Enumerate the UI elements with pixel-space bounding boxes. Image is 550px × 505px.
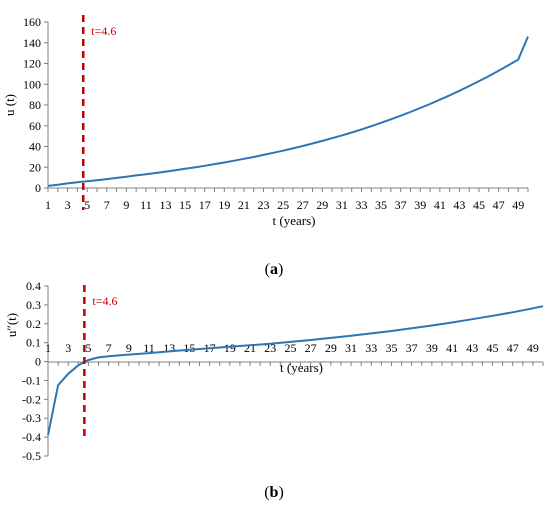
x-tick-label: 39	[414, 198, 426, 212]
x-tick-label: 19	[224, 341, 236, 355]
x-tick-label: 17	[199, 198, 211, 212]
panel-label-open: (	[264, 484, 269, 501]
x-tick-label: 3	[65, 198, 71, 212]
y-tick-label: 60	[29, 119, 41, 133]
x-tick-label: 9	[126, 341, 132, 355]
y-tick-label: 80	[29, 98, 41, 112]
x-tick-label: 7	[104, 198, 110, 212]
panel-label-letter: b	[270, 484, 279, 501]
x-tick-label: 33	[365, 341, 377, 355]
x-tick-label: 3	[65, 341, 71, 355]
y-tick-label: 0.3	[26, 298, 41, 312]
y-tick-label: -0.5	[22, 449, 41, 463]
y-axis-title: u (t)	[2, 94, 17, 116]
x-tick-label: 11	[140, 198, 152, 212]
x-tick-label: 5	[85, 341, 91, 355]
x-tick-label: 13	[160, 198, 172, 212]
y-tick-label: -0.3	[22, 411, 41, 425]
x-tick-label: 43	[453, 198, 465, 212]
y-tick-label: -0.4	[22, 430, 41, 444]
y-tick-label: 0	[35, 181, 41, 195]
x-axis-title: t (years)	[280, 360, 323, 375]
x-tick-label: 41	[434, 198, 446, 212]
y-tick-label: -0.1	[22, 373, 41, 387]
x-tick-label: 7	[106, 341, 112, 355]
x-tick-label: 23	[258, 198, 270, 212]
y-tick-label: -0.2	[22, 392, 41, 406]
y-tick-label: 20	[29, 160, 41, 174]
panel-label-letter: a	[270, 261, 278, 278]
threshold-label: t=4.6	[91, 24, 116, 38]
x-tick-label: 9	[123, 198, 129, 212]
x-tick-label: 13	[163, 341, 175, 355]
y-tick-label: 0.2	[26, 317, 41, 331]
x-tick-label: 49	[527, 341, 539, 355]
x-tick-label: 25	[277, 198, 289, 212]
x-tick-label: 25	[284, 341, 296, 355]
y-tick-label: 0.1	[26, 336, 41, 350]
x-tick-label: 15	[183, 341, 195, 355]
x-tick-label: 41	[446, 341, 458, 355]
x-tick-label: 47	[493, 198, 505, 212]
x-tick-label: 29	[325, 341, 337, 355]
y-tick-label: 0.4	[26, 279, 41, 293]
x-tick-label: 45	[486, 341, 498, 355]
x-tick-label: 19	[218, 198, 230, 212]
y-tick-label: 40	[29, 140, 41, 154]
x-tick-label: 47	[507, 341, 519, 355]
panel-label-close: )	[278, 484, 283, 501]
y-tick-label: 0	[35, 355, 41, 369]
x-tick-label: 31	[345, 341, 357, 355]
x-tick-label: 15	[179, 198, 191, 212]
y-tick-label: 140	[23, 36, 41, 50]
panel-label-close: )	[278, 261, 283, 278]
x-tick-label: 5	[84, 198, 90, 212]
panel-label: (b)	[264, 484, 284, 501]
data-line	[47, 305, 544, 436]
x-tick-label: 27	[305, 341, 317, 355]
y-tick-label: 120	[23, 57, 41, 71]
data-line	[47, 36, 529, 187]
x-tick-label: 21	[244, 341, 256, 355]
panel-label: (a)	[265, 261, 284, 278]
y-tick-label: 100	[23, 77, 41, 91]
x-tick-label: 37	[406, 341, 418, 355]
x-tick-label: 31	[336, 198, 348, 212]
x-tick-label: 35	[375, 198, 387, 212]
x-tick-label: 11	[143, 341, 155, 355]
threshold-label: t=4.6	[92, 294, 117, 308]
x-tick-label: 37	[395, 198, 407, 212]
x-tick-label: 49	[512, 198, 524, 212]
x-tick-label: 45	[473, 198, 485, 212]
x-tick-label: 29	[316, 198, 328, 212]
x-tick-label: 33	[355, 198, 367, 212]
y-tick-label: 160	[23, 15, 41, 29]
x-tick-label: 43	[466, 341, 478, 355]
x-tick-label: 1	[45, 341, 51, 355]
x-tick-label: 35	[385, 341, 397, 355]
y-axis-title: u″(t)	[4, 313, 19, 337]
x-tick-label: 27	[297, 198, 309, 212]
x-tick-label: 39	[426, 341, 438, 355]
x-axis-title: t (years)	[273, 213, 316, 228]
x-tick-label: 21	[238, 198, 250, 212]
chart-panel-b: -0.5-0.4-0.3-0.2-0.100.10.20.30.41 3 5 7 9 11…	[4, 279, 544, 501]
x-tick-label: 1	[45, 198, 51, 212]
panel-label-open: (	[265, 261, 270, 278]
